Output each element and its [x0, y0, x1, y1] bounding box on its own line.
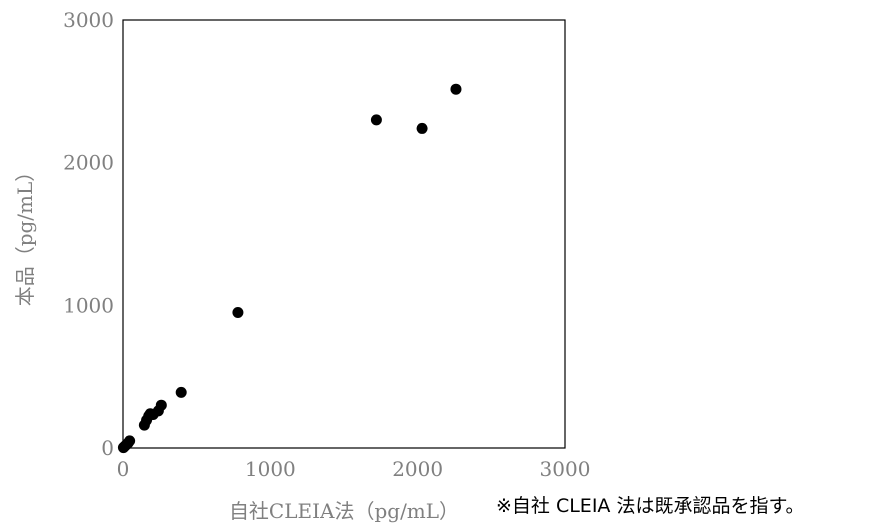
- y-axis-ticks: 0 1000 2000 3000: [63, 8, 114, 460]
- y-tick-label: 1000: [63, 293, 114, 317]
- y-tick-label: 0: [101, 436, 114, 460]
- data-point: [175, 386, 187, 398]
- data-point: [370, 114, 382, 126]
- data-point: [450, 83, 462, 95]
- x-axis-ticks: 0 1000 2000 3000: [117, 457, 591, 481]
- data-point: [155, 399, 167, 411]
- data-point: [124, 435, 136, 447]
- x-tick-label: 1000: [245, 457, 296, 481]
- y-tick-label: 2000: [63, 151, 114, 175]
- plot-border: [122, 19, 566, 449]
- data-point: [232, 306, 244, 318]
- y-tick-label: 3000: [63, 8, 114, 32]
- data-points: [117, 83, 462, 454]
- x-tick-label: 2000: [392, 457, 443, 481]
- x-tick-label: 0: [117, 457, 130, 481]
- x-tick-label: 3000: [540, 457, 591, 481]
- x-axis-title: 自社CLEIA法（pg/mL）: [229, 499, 459, 523]
- y-axis-title: 本品（pg/mL）: [13, 162, 37, 307]
- plot-area: [122, 19, 566, 449]
- footnote: ※自社 CLEIA 法は既承認品を指す。: [496, 495, 805, 517]
- data-point: [416, 122, 428, 134]
